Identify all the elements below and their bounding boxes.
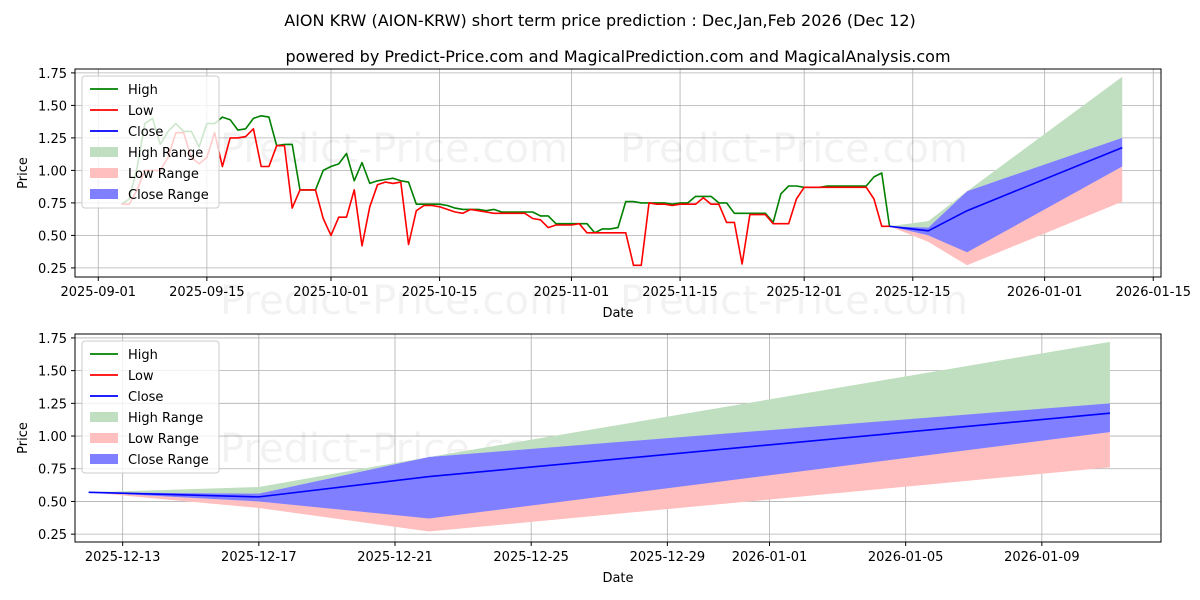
watermark-text: Predict-Price.com: [620, 126, 968, 172]
legend-label: Low: [128, 104, 154, 119]
x-tick-label: 2025-09-15: [169, 285, 245, 300]
low-series-line: [121, 128, 890, 267]
chart-title: AION KRW (AION-KRW) short term price pre…: [284, 11, 915, 30]
y-tick-label: 1.50: [38, 99, 67, 114]
y-tick-label: 0.50: [38, 229, 67, 244]
legend-label: Close Range: [128, 188, 209, 203]
legend: High Low Close High Range Low Range Close Ran…: [81, 75, 220, 209]
y-tick-label: 1.25: [38, 132, 67, 147]
legend-swatch-low-range: [90, 433, 118, 443]
close-series-line: [88, 412, 1111, 498]
legend-label: Low Range: [128, 432, 199, 447]
legend-swatch-close-range: [90, 189, 118, 199]
legend-label: Close Range: [128, 453, 209, 468]
x-tick-label: 2025-12-15: [875, 285, 951, 300]
legend-label: High: [128, 83, 158, 98]
x-tick-label: 2026-01-01: [732, 550, 808, 565]
y-tick-label: 0.75: [38, 197, 67, 212]
x-tick-label: 2025-12-29: [630, 550, 706, 565]
watermark-text: Predict-Price.com: [220, 278, 568, 324]
y-tick-label: 0.25: [38, 262, 67, 277]
high-series-line: [121, 115, 891, 234]
x-tick-label: 2025-12-01: [766, 285, 842, 300]
legend-label: Close: [128, 390, 163, 405]
x-tick-label: 2025-12-13: [85, 550, 161, 565]
legend-label: High Range: [128, 411, 203, 426]
x-tick-label: 2025-11-15: [642, 285, 718, 300]
x-tick-label: 2026-01-15: [1115, 285, 1191, 300]
legend-label: High Range: [128, 146, 203, 161]
x-tick-label: 2026-01-01: [1007, 285, 1083, 300]
legend-swatch-high-range: [90, 412, 118, 422]
y-tick-label: 0.25: [38, 528, 67, 543]
y-tick-label: 1.75: [38, 67, 67, 82]
watermark-text: Predict-Price.com: [220, 126, 568, 172]
grid-lines: [75, 69, 1161, 277]
high-range-band: [889, 76, 1123, 228]
y-tick-label: 0.50: [38, 495, 67, 510]
x-axis-label: Date: [602, 571, 633, 586]
x-tick-label: 2025-12-17: [221, 550, 297, 565]
axes-frame: [74, 68, 1162, 278]
x-tick-label: 2025-09-01: [60, 285, 136, 300]
plot-area: [121, 76, 1123, 267]
legend-label: Close: [128, 125, 163, 140]
forecast-zoom-panel: Predict-Price.comPredict-Price.com2025-1…: [16, 332, 1162, 586]
x-tick-label: 2026-01-05: [868, 550, 944, 565]
high-range-band: [88, 341, 1110, 494]
y-tick-label: 0.75: [38, 463, 67, 478]
x-tick-label: 2026-01-09: [1004, 550, 1080, 565]
y-tick-label: 1.25: [38, 397, 67, 412]
y-axis-label: Price: [16, 157, 31, 189]
legend-swatch-low-range: [90, 168, 118, 178]
close-series-line: [889, 146, 1123, 232]
x-tick-label: 2025-12-25: [493, 550, 569, 565]
x-tick-label: 2025-10-01: [293, 285, 369, 300]
legend-swatch-close-range: [90, 454, 118, 464]
y-axis-label: Price: [16, 422, 31, 454]
x-tick-label: 2025-10-15: [402, 285, 478, 300]
plot-area: [88, 341, 1111, 532]
low-range-band: [889, 166, 1123, 266]
watermark-text: Predict-Price.com: [620, 278, 968, 324]
low-range-band: [88, 432, 1110, 532]
y-tick-label: 1.00: [38, 430, 67, 445]
x-tick-label: 2025-12-21: [357, 550, 433, 565]
y-tick-label: 1.00: [38, 164, 67, 179]
legend: High Low Close High Range Low Range Close Ran…: [81, 340, 220, 474]
history-panel: Predict-Price.com Predict-Price.com Predic…: [16, 67, 1191, 324]
x-tick-label: 2025-11-01: [534, 285, 610, 300]
legend-swatch-high-range: [90, 147, 118, 157]
legend-label: Low: [128, 369, 154, 384]
chart-subtitle: powered by Predict-Price.com and Magical…: [285, 47, 950, 66]
axes-frame: [74, 333, 1162, 543]
y-tick-label: 1.75: [38, 332, 67, 347]
x-axis-label: Date: [602, 306, 633, 321]
legend-label: High: [128, 348, 158, 363]
y-tick-label: 1.50: [38, 365, 67, 380]
legend-label: Low Range: [128, 167, 199, 182]
